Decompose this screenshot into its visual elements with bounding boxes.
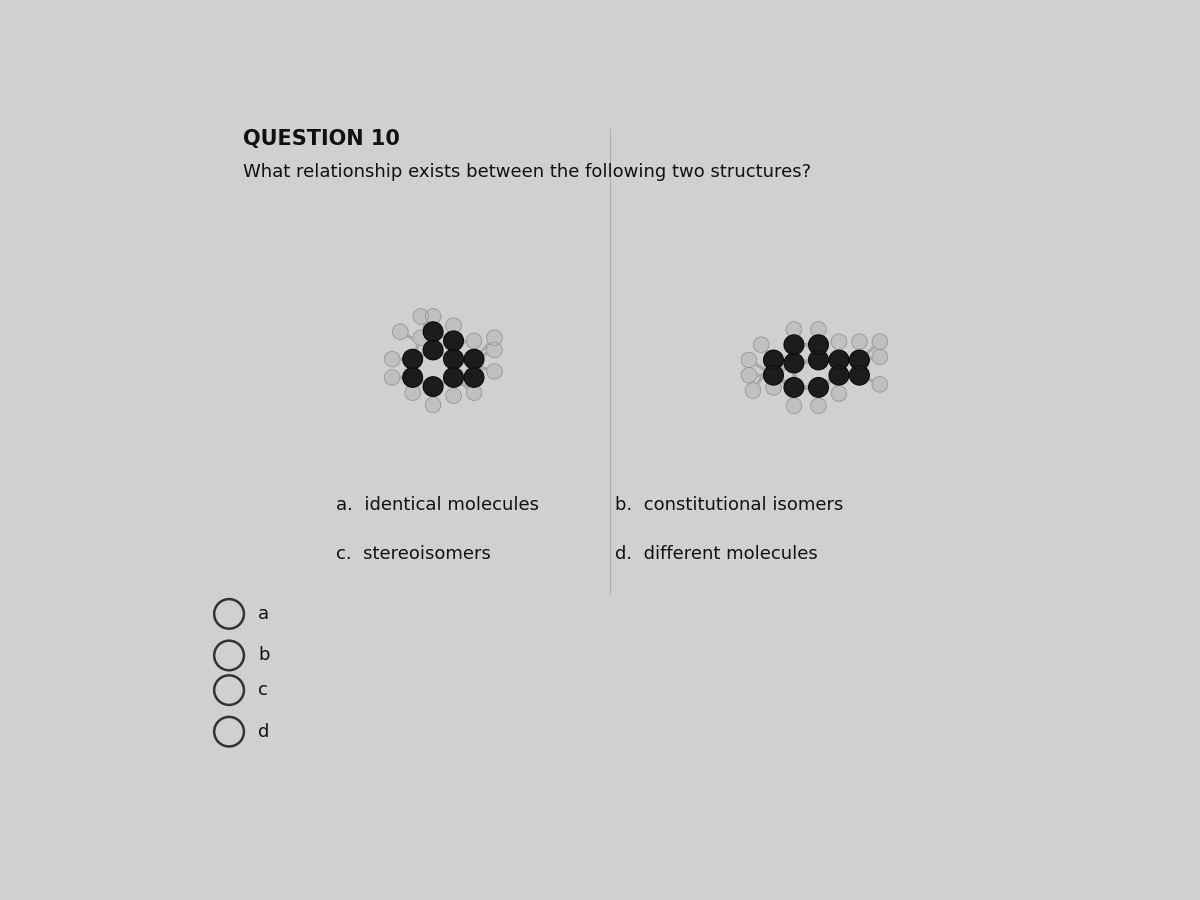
Text: b.  constitutional isomers: b. constitutional isomers (616, 496, 844, 514)
Ellipse shape (852, 334, 868, 349)
Ellipse shape (487, 330, 503, 346)
Ellipse shape (413, 330, 428, 346)
Ellipse shape (809, 350, 828, 370)
Text: a: a (258, 605, 269, 623)
Ellipse shape (745, 382, 761, 398)
Ellipse shape (829, 350, 848, 370)
Ellipse shape (784, 354, 804, 373)
Ellipse shape (763, 365, 784, 385)
Ellipse shape (445, 388, 461, 403)
Text: QUESTION 10: QUESTION 10 (242, 129, 400, 148)
Ellipse shape (487, 364, 503, 379)
Ellipse shape (445, 318, 461, 333)
Ellipse shape (811, 322, 827, 338)
Ellipse shape (850, 365, 869, 385)
Text: d: d (258, 723, 269, 741)
Ellipse shape (754, 337, 769, 353)
Ellipse shape (444, 331, 463, 351)
Ellipse shape (786, 398, 802, 413)
Ellipse shape (384, 351, 400, 367)
Ellipse shape (832, 386, 847, 401)
Ellipse shape (766, 380, 781, 395)
Ellipse shape (413, 309, 428, 324)
Ellipse shape (872, 376, 888, 392)
Ellipse shape (425, 397, 440, 412)
Ellipse shape (403, 368, 422, 387)
Ellipse shape (467, 333, 481, 348)
Text: d.  different molecules: d. different molecules (616, 544, 817, 562)
Text: a.  identical molecules: a. identical molecules (336, 496, 539, 514)
Ellipse shape (832, 334, 847, 349)
Ellipse shape (742, 352, 757, 368)
Text: c: c (258, 681, 268, 699)
Ellipse shape (392, 324, 408, 339)
Ellipse shape (872, 334, 888, 349)
Ellipse shape (384, 370, 400, 385)
Text: c.  stereoisomers: c. stereoisomers (336, 544, 491, 562)
Ellipse shape (784, 335, 804, 355)
Ellipse shape (424, 322, 443, 341)
Text: b: b (258, 646, 269, 664)
Ellipse shape (850, 350, 869, 370)
Ellipse shape (763, 350, 784, 370)
Ellipse shape (444, 349, 463, 369)
Ellipse shape (424, 340, 443, 360)
Ellipse shape (811, 398, 827, 413)
Ellipse shape (444, 368, 463, 387)
Ellipse shape (424, 377, 443, 396)
Ellipse shape (786, 322, 802, 338)
Ellipse shape (464, 349, 484, 369)
Ellipse shape (467, 385, 481, 400)
Ellipse shape (809, 378, 828, 397)
Text: What relationship exists between the following two structures?: What relationship exists between the fol… (242, 164, 811, 182)
Ellipse shape (403, 349, 422, 369)
Ellipse shape (464, 368, 484, 387)
Ellipse shape (872, 349, 888, 364)
Ellipse shape (742, 367, 757, 382)
Ellipse shape (425, 309, 440, 324)
Ellipse shape (487, 342, 503, 357)
Ellipse shape (829, 365, 848, 385)
Ellipse shape (784, 378, 804, 397)
Ellipse shape (404, 385, 420, 400)
Ellipse shape (809, 335, 828, 355)
